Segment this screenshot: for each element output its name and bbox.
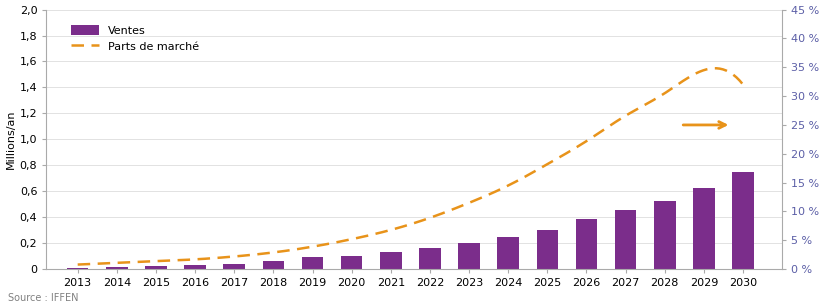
Bar xyxy=(302,257,323,269)
Bar xyxy=(733,172,754,269)
Bar xyxy=(693,188,714,269)
Bar xyxy=(224,264,245,269)
Text: Source : IFFEN: Source : IFFEN xyxy=(8,293,78,303)
Bar xyxy=(497,237,519,269)
Bar xyxy=(459,243,480,269)
Bar xyxy=(576,219,597,269)
Bar xyxy=(536,230,558,269)
Bar xyxy=(380,252,402,269)
Legend: Ventes, Parts de marché: Ventes, Parts de marché xyxy=(67,20,203,56)
Y-axis label: Millions/an: Millions/an xyxy=(6,110,16,169)
Bar xyxy=(341,256,362,269)
Bar xyxy=(67,268,88,269)
Bar xyxy=(184,265,206,269)
Bar xyxy=(419,248,441,269)
Bar xyxy=(654,201,676,269)
Bar xyxy=(145,266,167,269)
Bar xyxy=(262,261,284,269)
Bar xyxy=(106,267,128,269)
Bar xyxy=(615,210,636,269)
